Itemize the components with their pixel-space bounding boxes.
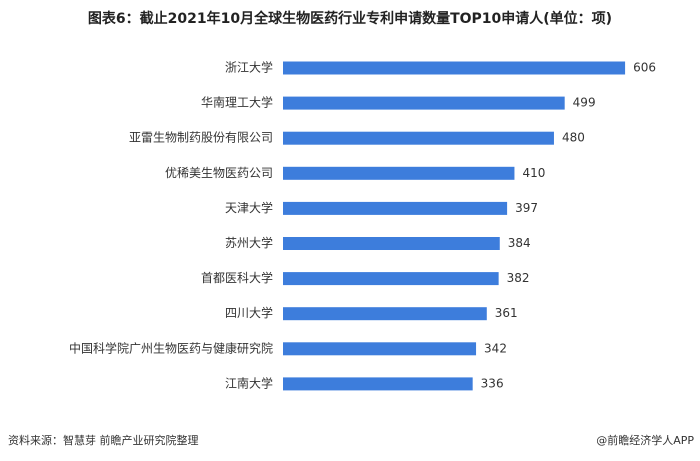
category-label: 江南大学 [225,375,273,390]
category-label: 华南理工大学 [201,95,273,110]
bar [283,61,626,75]
value-label: 342 [484,341,507,355]
category-label: 首都医科大学 [201,270,273,285]
bar [283,307,487,321]
chart-title: 图表6：截止2021年10月全球生物医药行业专利申请数量TOP10申请人(单位：… [88,10,612,27]
bar [283,377,473,391]
category-label: 优稀美生物医药公司 [165,166,273,180]
value-label: 480 [562,131,585,145]
value-label: 382 [507,271,530,285]
value-label: 499 [573,96,596,110]
category-label: 中国科学院广州生物医药与健康研究院 [69,340,273,355]
bar [283,131,554,145]
bar [283,342,477,356]
bar [283,201,508,215]
value-label: 606 [633,61,656,75]
category-label: 天津大学 [225,200,273,215]
value-label: 384 [508,236,531,250]
category-label: 四川大学 [225,305,273,320]
bar [283,96,565,110]
value-label: 397 [515,201,538,215]
category-label: 浙江大学 [225,60,273,75]
value-label: 361 [495,306,518,320]
value-label: 336 [481,376,504,390]
bar [283,166,515,180]
value-label: 410 [522,166,545,180]
credit: @前瞻经济学人APP [596,433,694,447]
bar [283,237,500,250]
source-note: 资料来源：智慧芽 前瞻产业研究院整理 [8,433,199,447]
bar [283,272,499,286]
category-label: 苏州大学 [225,235,273,250]
category-label: 亚雷生物制药股份有限公司 [129,131,273,145]
